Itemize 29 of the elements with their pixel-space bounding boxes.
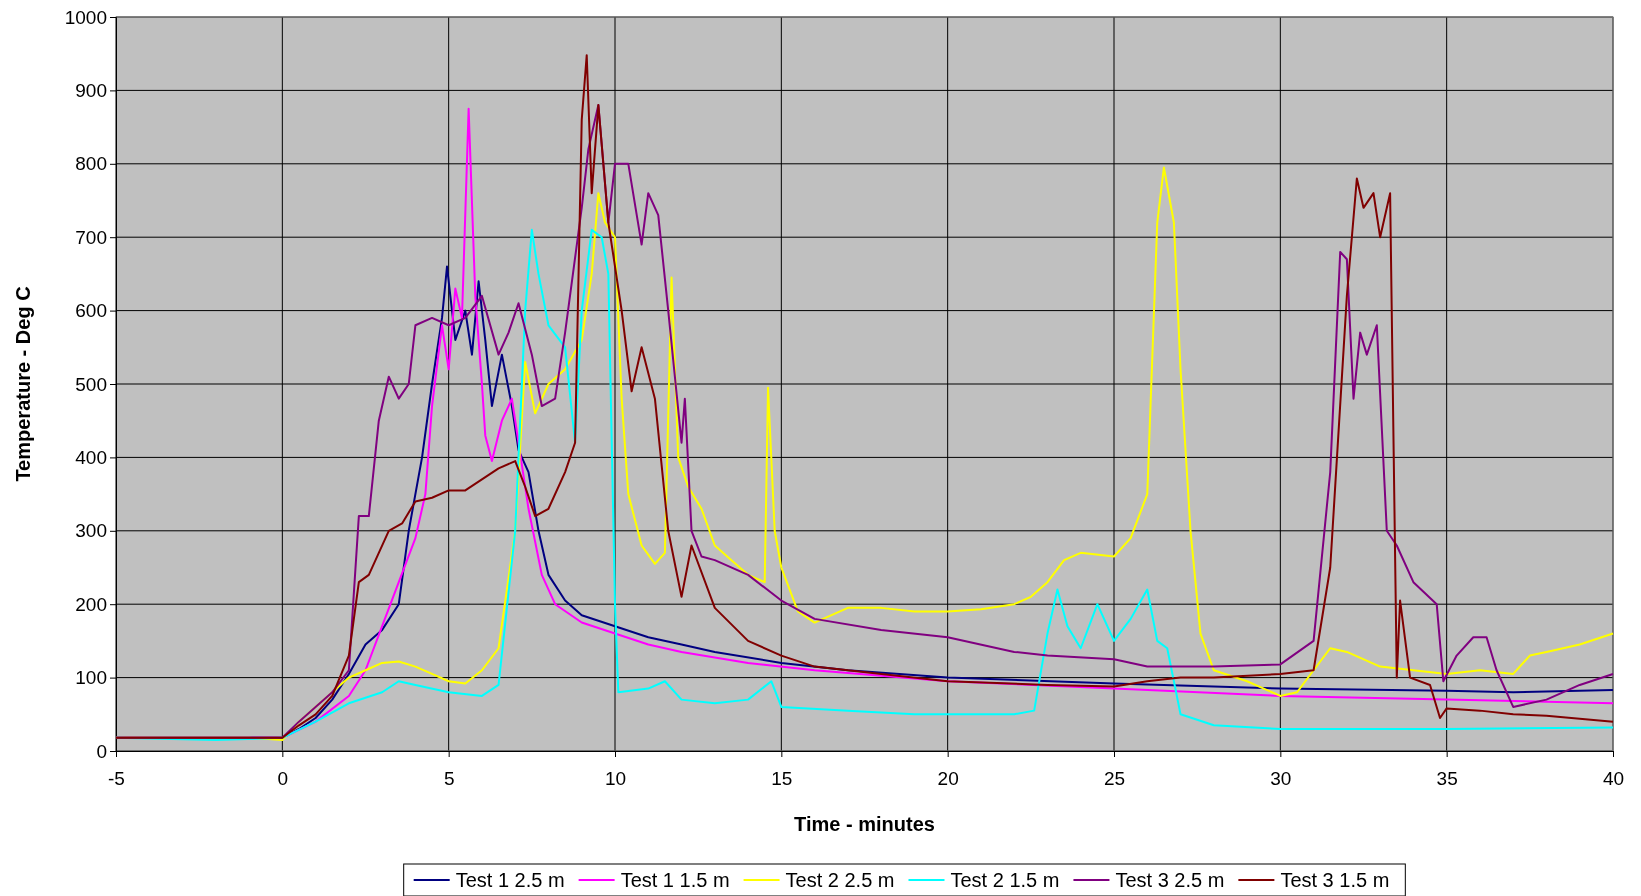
y-tick-label: 300	[75, 520, 107, 542]
y-tick-label: 500	[75, 373, 107, 395]
legend-label: Test 2 1.5 m	[950, 869, 1060, 891]
y-tick-label: 1000	[64, 6, 107, 28]
y-tick-label: 600	[75, 300, 107, 322]
legend-label: Test 3 2.5 m	[1115, 869, 1225, 891]
y-tick-label: 700	[75, 226, 107, 248]
x-tick-label: 35	[1436, 767, 1458, 789]
x-tick-label: 10	[604, 767, 627, 789]
x-tick-label: 15	[771, 767, 793, 789]
x-tick-label: 25	[1103, 767, 1126, 789]
y-tick-label: 800	[75, 153, 107, 175]
y-tick-label: 400	[75, 446, 107, 468]
legend-label: Test 1 1.5 m	[620, 869, 730, 891]
x-tick-label: 40	[1602, 767, 1625, 789]
x-tick-label: 0	[277, 767, 289, 789]
legend-label: Test 2 2.5 m	[785, 869, 895, 891]
x-tick-label: 20	[937, 767, 959, 789]
y-axis-title: Temperature - Deg C	[12, 286, 34, 482]
y-tick-label: 100	[75, 667, 107, 689]
x-tick-label: -5	[108, 767, 125, 789]
y-tick-label: 0	[96, 740, 107, 762]
legend-label: Test 1 2.5 m	[455, 869, 565, 891]
y-tick-label: 900	[75, 79, 107, 101]
y-tick-label: 200	[75, 593, 107, 615]
x-tick-label: 30	[1270, 767, 1292, 789]
legend-label: Test 3 1.5 m	[1280, 869, 1390, 891]
x-axis-title: Time - minutes	[794, 813, 935, 835]
x-tick-label: 5	[443, 767, 455, 789]
